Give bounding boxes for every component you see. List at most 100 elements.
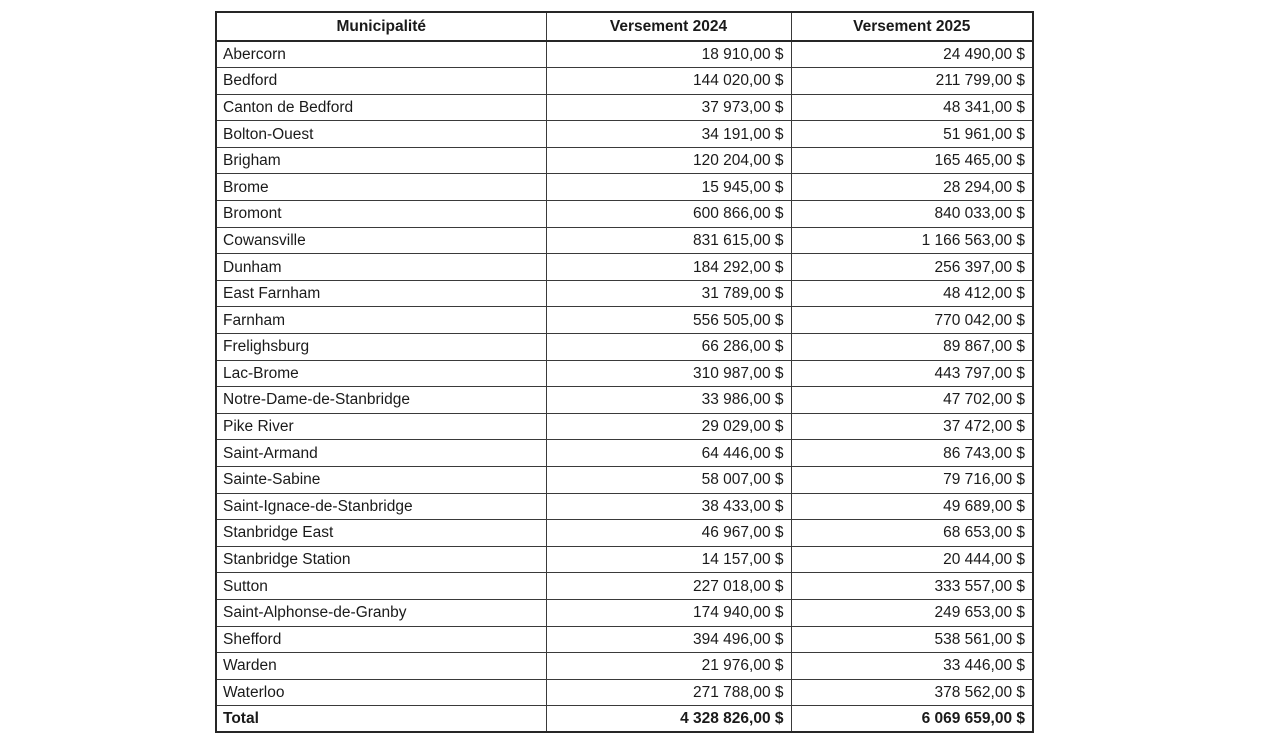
versement-2024-cell: 120 204,00 $ [545,146,792,175]
municipality-cell: Shefford [215,625,547,654]
versement-2025-cell: 211 799,00 $ [790,67,1034,95]
versement-2025-cell: 443 797,00 $ [790,359,1034,388]
versement-2024-cell: 18 910,00 $ [545,40,792,69]
total-versement-2024-cell: 4 328 826,00 $ [545,705,792,733]
municipality-cell: Sutton [215,572,547,600]
versement-2024-cell: 271 788,00 $ [545,678,792,707]
municipality-cell: Bolton-Ouest [215,120,547,148]
versement-2024-cell: 38 433,00 $ [545,492,792,521]
table-row: East Farnham 31 789,00 $48 412,00 $ [215,279,1034,308]
total-row: Total 4 328 826,00 $ 6 069 659,00 $ [215,705,1034,733]
municipality-cell: Brigham [215,146,547,175]
versement-2024-cell: 33 986,00 $ [545,386,792,414]
versement-2025-cell: 333 557,00 $ [790,572,1034,600]
table-footer: Total 4 328 826,00 $ 6 069 659,00 $ [215,705,1034,733]
municipality-cell: Saint-Armand [215,439,547,467]
versement-2025-cell: 840 033,00 $ [790,200,1034,228]
versement-2025-cell: 770 042,00 $ [790,306,1034,335]
municipality-cell: Notre-Dame-de-Stanbridge [215,386,547,414]
versement-2024-cell: 310 987,00 $ [545,359,792,388]
versement-2025-cell: 37 472,00 $ [790,412,1034,441]
versement-2024-cell: 21 976,00 $ [545,652,792,680]
versement-2025-cell: 49 689,00 $ [790,492,1034,521]
municipality-cell: Waterloo [215,678,547,707]
versement-2024-cell: 14 157,00 $ [545,545,792,574]
table-row: Saint-Armand 64 446,00 $86 743,00 $ [215,439,1034,467]
table-row: Sainte-Sabine 58 007,00 $79 716,00 $ [215,466,1034,494]
municipality-cell: Canton de Bedford [215,93,547,122]
versement-2025-cell: 51 961,00 $ [790,120,1034,148]
versement-2024-cell: 144 020,00 $ [545,67,792,95]
municipality-cell: Dunham [215,253,547,281]
municipality-cell: Warden [215,652,547,680]
versement-2025-cell: 256 397,00 $ [790,253,1034,281]
table-row: Waterloo 271 788,00 $378 562,00 $ [215,678,1034,707]
versement-2025-cell: 538 561,00 $ [790,625,1034,654]
municipality-cell: Saint-Ignace-de-Stanbridge [215,492,547,521]
total-label-cell: Total [215,705,547,733]
versement-2025-cell: 79 716,00 $ [790,466,1034,494]
municipality-cell: Brome [215,173,547,202]
versement-2024-cell: 64 446,00 $ [545,439,792,467]
table-row: Cowansville 831 615,00 $1 166 563,00 $ [215,226,1034,255]
table-row: Saint-Alphonse-de-Granby 174 940,00 $249 … [215,598,1034,627]
versements-table: Municipalité Versement 2024 Versement 20… [215,11,1034,733]
versement-2024-cell: 58 007,00 $ [545,466,792,494]
versement-2024-cell: 184 292,00 $ [545,253,792,281]
versement-2024-cell: 29 029,00 $ [545,412,792,441]
table-row: Farnham 556 505,00 $770 042,00 $ [215,306,1034,335]
versement-2025-cell: 20 444,00 $ [790,545,1034,574]
versement-2025-cell: 89 867,00 $ [790,333,1034,361]
versement-2024-cell: 31 789,00 $ [545,279,792,308]
table-row: Shefford 394 496,00 $538 561,00 $ [215,625,1034,654]
versement-2024-cell: 174 940,00 $ [545,598,792,627]
table-row: Pike River 29 029,00 $37 472,00 $ [215,412,1034,441]
table-row: Lac-Brome 310 987,00 $443 797,00 $ [215,359,1034,388]
versement-2024-cell: 394 496,00 $ [545,625,792,654]
table-row: Abercorn 18 910,00 $24 490,00 $ [215,40,1034,69]
column-header-versement-2025: Versement 2025 [790,11,1034,42]
versement-2025-cell: 86 743,00 $ [790,439,1034,467]
table-row: Saint-Ignace-de-Stanbridge 38 433,00 $49 … [215,492,1034,521]
table-row: Stanbridge Station 14 157,00 $20 444,00 $ [215,545,1034,574]
versement-2024-cell: 831 615,00 $ [545,226,792,255]
versement-2025-cell: 33 446,00 $ [790,652,1034,680]
versement-2024-cell: 34 191,00 $ [545,120,792,148]
table-row: Brigham 120 204,00 $165 465,00 $ [215,146,1034,175]
versement-2025-cell: 249 653,00 $ [790,598,1034,627]
versement-2024-cell: 37 973,00 $ [545,93,792,122]
table-row: Warden 21 976,00 $33 446,00 $ [215,652,1034,680]
versement-2025-cell: 28 294,00 $ [790,173,1034,202]
table-row: Sutton 227 018,00 $333 557,00 $ [215,572,1034,600]
table-row: Bromont 600 866,00 $840 033,00 $ [215,200,1034,228]
versement-2024-cell: 227 018,00 $ [545,572,792,600]
table-body: Abercorn 18 910,00 $24 490,00 $ Bedford 144… [215,40,1034,707]
municipality-cell: Stanbridge East [215,519,547,547]
total-versement-2025-cell: 6 069 659,00 $ [790,705,1034,733]
table-row: Stanbridge East 46 967,00 $68 653,00 $ [215,519,1034,547]
versement-2025-cell: 48 412,00 $ [790,279,1034,308]
versement-2025-cell: 24 490,00 $ [790,40,1034,69]
municipality-cell: Farnham [215,306,547,335]
versement-2024-cell: 600 866,00 $ [545,200,792,228]
table-header: Municipalité Versement 2024 Versement 20… [215,11,1034,42]
versement-2025-cell: 378 562,00 $ [790,678,1034,707]
versement-2025-cell: 48 341,00 $ [790,93,1034,122]
versement-2024-cell: 46 967,00 $ [545,519,792,547]
versement-2024-cell: 15 945,00 $ [545,173,792,202]
versement-2025-cell: 68 653,00 $ [790,519,1034,547]
header-row: Municipalité Versement 2024 Versement 20… [215,11,1034,42]
table-row: Bolton-Ouest 34 191,00 $51 961,00 $ [215,120,1034,148]
municipality-cell: East Farnham [215,279,547,308]
versement-2025-cell: 1 166 563,00 $ [790,226,1034,255]
versement-2025-cell: 47 702,00 $ [790,386,1034,414]
versement-2025-cell: 165 465,00 $ [790,146,1034,175]
municipality-cell: Stanbridge Station [215,545,547,574]
table-row: Canton de Bedford 37 973,00 $48 341,00 $ [215,93,1034,122]
versement-2024-cell: 556 505,00 $ [545,306,792,335]
column-header-versement-2024: Versement 2024 [545,11,792,42]
table-row: Dunham 184 292,00 $256 397,00 $ [215,253,1034,281]
municipality-cell: Bedford [215,67,547,95]
column-header-municipalite: Municipalité [215,11,547,42]
municipality-cell: Bromont [215,200,547,228]
